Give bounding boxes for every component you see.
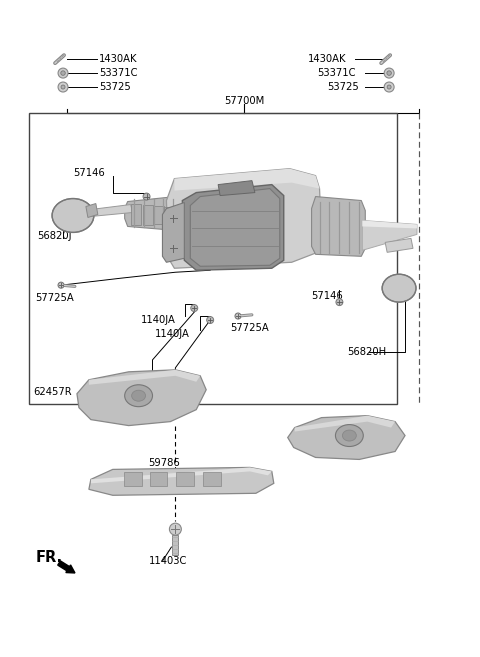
Text: 57725A: 57725A — [35, 293, 74, 303]
Circle shape — [169, 523, 181, 535]
Polygon shape — [385, 238, 413, 252]
Polygon shape — [190, 189, 280, 266]
Circle shape — [384, 82, 394, 92]
Text: 57146: 57146 — [73, 168, 105, 177]
Polygon shape — [86, 204, 98, 217]
Polygon shape — [125, 196, 179, 231]
Text: 57146: 57146 — [312, 291, 343, 301]
Text: 11403C: 11403C — [148, 556, 187, 566]
Circle shape — [61, 85, 65, 89]
Circle shape — [207, 317, 214, 323]
Polygon shape — [165, 206, 174, 224]
Text: 56820J: 56820J — [37, 231, 72, 241]
Text: 62456L: 62456L — [341, 438, 379, 449]
Circle shape — [384, 68, 394, 78]
Ellipse shape — [336, 424, 363, 447]
Ellipse shape — [132, 390, 145, 401]
Circle shape — [168, 243, 179, 254]
Polygon shape — [77, 370, 206, 426]
Circle shape — [58, 283, 64, 288]
Polygon shape — [89, 467, 274, 495]
Text: 53371C: 53371C — [99, 68, 137, 78]
Text: 62457R: 62457R — [33, 387, 72, 397]
Text: 57700M: 57700M — [224, 96, 264, 106]
Bar — [203, 472, 221, 486]
Text: 1140JA: 1140JA — [155, 329, 190, 339]
Polygon shape — [362, 221, 417, 229]
Text: 53725: 53725 — [99, 82, 131, 92]
Polygon shape — [167, 169, 322, 268]
Polygon shape — [182, 185, 284, 270]
Circle shape — [235, 313, 241, 319]
Circle shape — [58, 82, 68, 92]
Polygon shape — [295, 416, 395, 432]
Circle shape — [61, 71, 65, 76]
Bar — [150, 472, 168, 486]
Polygon shape — [162, 202, 184, 262]
Text: FR.: FR. — [35, 549, 62, 564]
Text: 1430AK: 1430AK — [99, 54, 137, 64]
Text: 1430AK: 1430AK — [308, 54, 346, 64]
Bar — [124, 472, 142, 486]
Ellipse shape — [52, 198, 94, 233]
Circle shape — [58, 68, 68, 78]
Text: 59786: 59786 — [148, 459, 180, 468]
Circle shape — [191, 305, 198, 311]
Bar — [29, 113, 397, 403]
Circle shape — [168, 213, 179, 224]
Polygon shape — [89, 370, 200, 385]
Circle shape — [387, 71, 391, 76]
Polygon shape — [91, 204, 132, 216]
Text: 53371C: 53371C — [318, 68, 356, 78]
Bar — [176, 472, 194, 486]
Polygon shape — [312, 196, 365, 256]
Text: 56820H: 56820H — [348, 347, 386, 357]
Bar — [172, 535, 179, 555]
Polygon shape — [174, 169, 320, 191]
Polygon shape — [131, 204, 141, 225]
Ellipse shape — [125, 385, 153, 407]
Ellipse shape — [342, 430, 356, 441]
Polygon shape — [288, 416, 405, 459]
Polygon shape — [143, 204, 153, 225]
Circle shape — [336, 299, 343, 306]
FancyArrow shape — [58, 561, 75, 573]
Circle shape — [387, 85, 391, 89]
Text: 53725: 53725 — [327, 82, 359, 92]
Polygon shape — [362, 221, 417, 250]
Circle shape — [143, 193, 150, 200]
Polygon shape — [155, 206, 165, 225]
Ellipse shape — [382, 274, 416, 302]
Text: 57725A: 57725A — [230, 323, 269, 333]
Polygon shape — [91, 467, 272, 484]
Text: 1140JA: 1140JA — [141, 315, 176, 325]
Polygon shape — [218, 181, 255, 196]
